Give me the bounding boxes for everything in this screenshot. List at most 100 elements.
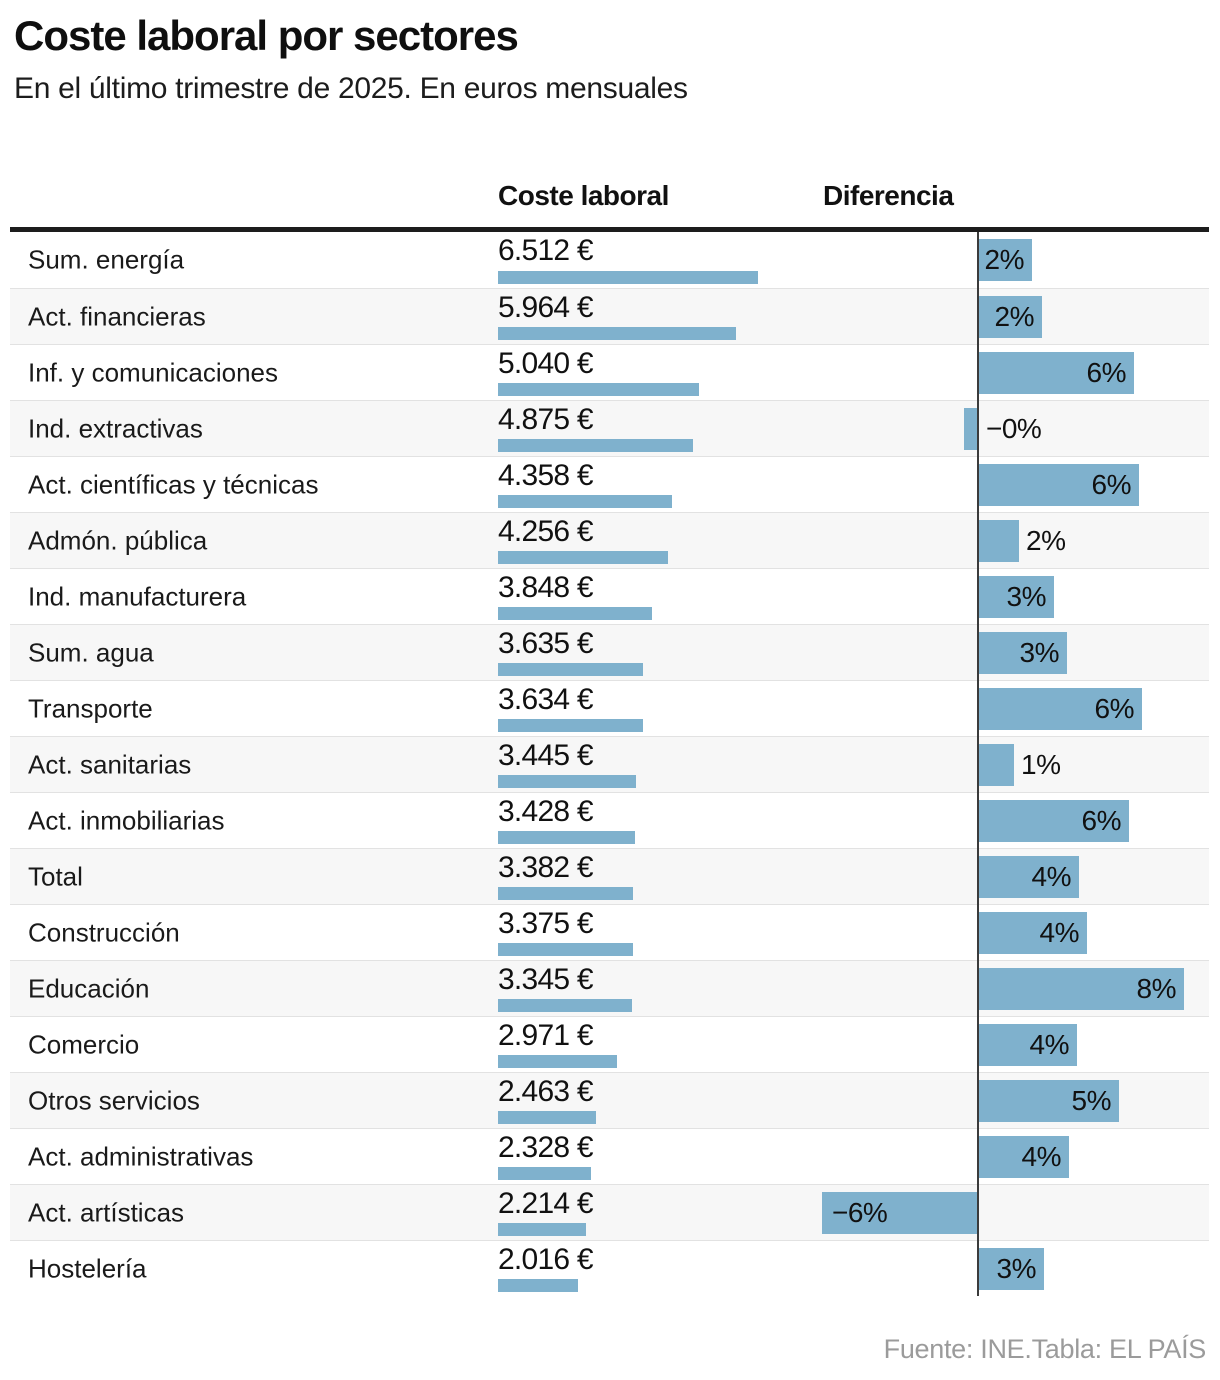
table-row: Act. financieras 5.964 € 2% (10, 288, 1209, 344)
cost-value: 2.328 € (498, 1131, 594, 1164)
diff-label: 2% (1026, 524, 1066, 556)
diff-bar (979, 744, 1014, 786)
diff-bar (979, 688, 1142, 730)
cost-bar (498, 495, 672, 508)
cost-value: 5.040 € (498, 347, 594, 380)
sector-label: Ind. manufacturera (28, 581, 247, 611)
cost-value: 3.634 € (498, 683, 594, 716)
cost-bar (498, 607, 652, 620)
sector-label: Admón. pública (28, 525, 208, 555)
table-row: Comercio 2.971 € 4% (10, 1016, 1209, 1072)
cost-value: 3.375 € (498, 907, 594, 940)
table-row: Sum. energía 6.512 € 2% (10, 232, 1209, 288)
cost-value: 3.445 € (498, 739, 594, 772)
diff-bar (979, 352, 1134, 394)
table-row: Act. administrativas 2.328 € 4% (10, 1128, 1209, 1184)
cost-bar (498, 999, 632, 1012)
diff-bar (979, 912, 1087, 954)
cost-bar (498, 383, 699, 396)
sector-label: Act. administrativas (28, 1141, 254, 1171)
diff-label: 6% (1081, 804, 1122, 836)
diff-bar (979, 1248, 1044, 1290)
diff-bar (979, 1080, 1119, 1122)
cost-value: 3.428 € (498, 795, 594, 828)
cost-bar (498, 719, 643, 732)
table-row: Sum. agua 3.635 € 3% (10, 624, 1209, 680)
cost-bar (498, 1279, 578, 1292)
diff-label: −0% (986, 412, 1042, 444)
cost-value: 2.214 € (498, 1187, 594, 1220)
table-row: Construcción 3.375 € 4% (10, 904, 1209, 960)
sector-label: Hostelería (28, 1253, 147, 1283)
table-row: Transporte 3.634 € 6% (10, 680, 1209, 736)
cost-bar (498, 1111, 596, 1124)
sector-label: Total (28, 861, 83, 891)
sector-label: Comercio (28, 1029, 140, 1059)
cost-bar (498, 1055, 617, 1068)
diff-label: 4% (1031, 860, 1072, 892)
column-header-cost: Coste laboral (498, 180, 669, 211)
cost-value: 3.635 € (498, 627, 594, 660)
cost-bar (498, 1223, 586, 1236)
table-row: Act. artísticas 2.214 € −6% (10, 1184, 1209, 1240)
page-subtitle: En el último trimestre de 2025. En euros… (14, 72, 688, 105)
diff-label: 4% (1029, 1028, 1070, 1060)
diff-bar (979, 800, 1129, 842)
cost-value: 4.256 € (498, 515, 594, 548)
cost-value: 3.345 € (498, 963, 594, 996)
sector-label: Act. inmobiliarias (28, 805, 225, 835)
table-row: Ind. manufacturera 3.848 € 3% (10, 568, 1209, 624)
diff-label: 4% (1021, 1140, 1062, 1172)
table-row: Educación 3.345 € 8% (10, 960, 1209, 1016)
diff-bar (979, 1024, 1077, 1066)
table-row: Hostelería 2.016 € 3% (10, 1240, 1209, 1296)
cost-bar (498, 439, 693, 452)
sector-label: Transporte (28, 693, 153, 723)
diff-label: 1% (1021, 748, 1061, 780)
table-row: Act. inmobiliarias 3.428 € 6% (10, 792, 1209, 848)
diff-bar (979, 520, 1019, 562)
labor-cost-table: Sum. energía 6.512 € 2% Act. financieras… (10, 227, 1209, 1296)
table-row: Ind. extractivas 4.875 € −0% (10, 400, 1209, 456)
cost-bar (498, 663, 643, 676)
cost-bar (498, 1167, 591, 1180)
diff-bar (979, 856, 1079, 898)
zero-axis-line (977, 232, 979, 1296)
page-title: Coste laboral por sectores (14, 12, 519, 59)
cost-bar (498, 327, 736, 340)
sector-label: Otros servicios (28, 1085, 200, 1115)
table-rows: Sum. energía 6.512 € 2% Act. financieras… (10, 232, 1209, 1296)
table-row: Admón. pública 4.256 € 2% (10, 512, 1209, 568)
sector-label: Sum. energía (28, 244, 185, 275)
diff-bar (822, 1192, 977, 1234)
table-row: Act. sanitarias 3.445 € 1% (10, 736, 1209, 792)
diff-label: 6% (1086, 356, 1127, 388)
diff-bar (979, 632, 1067, 674)
table-row: Act. científicas y técnicas 4.358 € 6% (10, 456, 1209, 512)
sector-label: Inf. y comunicaciones (28, 357, 279, 387)
cost-value: 5.964 € (498, 291, 594, 324)
diff-label: 5% (1071, 1084, 1112, 1116)
cost-value: 4.875 € (498, 403, 594, 436)
source-credit: Fuente: INE.Tabla: EL PAÍS (883, 1334, 1207, 1364)
diff-label: 6% (1094, 692, 1135, 724)
diff-label: 4% (1039, 916, 1080, 948)
cost-bar (498, 943, 633, 956)
diff-bar (979, 239, 1032, 281)
cost-value: 2.971 € (498, 1019, 594, 1052)
sector-label: Educación (28, 973, 150, 1003)
diff-bar (979, 1136, 1069, 1178)
cost-value: 4.358 € (498, 459, 594, 492)
cost-value: 2.463 € (498, 1075, 594, 1108)
cost-value: 6.512 € (498, 234, 594, 267)
cost-bar (498, 775, 636, 788)
cost-value: 3.848 € (498, 571, 594, 604)
diff-label: 8% (1136, 972, 1177, 1004)
table-row: Total 3.382 € 4% (10, 848, 1209, 904)
cost-value: 3.382 € (498, 851, 594, 884)
cost-bar (498, 271, 758, 284)
cost-value: 2.016 € (498, 1243, 594, 1276)
cost-bar (498, 887, 633, 900)
diff-label: −6% (832, 1196, 888, 1228)
